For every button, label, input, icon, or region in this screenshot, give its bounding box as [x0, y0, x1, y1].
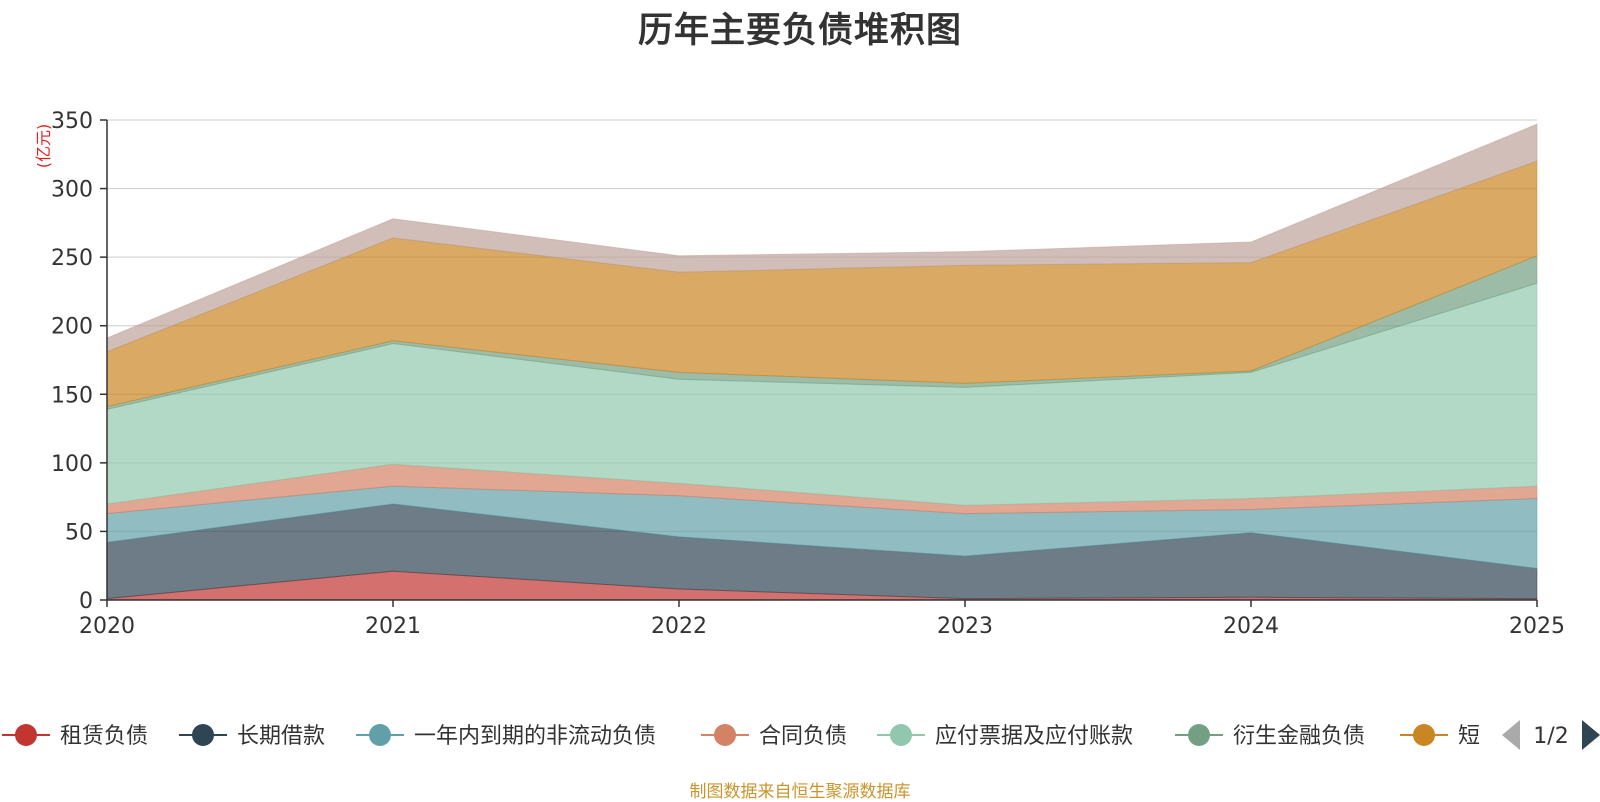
legend-label-1: 长期借款 [237, 724, 325, 749]
legend-marker-1 [192, 724, 214, 746]
x-tick-label-1: 2021 [365, 614, 421, 639]
legend-prev-page-icon[interactable] [1502, 720, 1520, 750]
legend-item-0[interactable]: 租赁负债 [2, 724, 148, 749]
area-series-7 [106, 123, 1538, 353]
legend-label-5: 衍生金融负债 [1233, 724, 1365, 749]
legend-item-4[interactable]: 应付票据及应付账款 [877, 724, 1133, 749]
legend-item-1[interactable]: 长期借款 [179, 724, 325, 749]
legend-marker-0 [15, 724, 37, 746]
legend-marker-3 [714, 724, 736, 746]
legend-label-3: 合同负债 [759, 724, 847, 749]
y-tick-label-0: 0 [79, 589, 93, 614]
legend-marker-5 [1188, 724, 1210, 746]
y-tick-label-2: 100 [51, 452, 93, 477]
source-note: 制图数据来自恒生聚源数据库 [689, 782, 911, 802]
x-tick-label-0: 2020 [79, 614, 135, 639]
y-axis-unit-label: (亿元) [34, 124, 53, 169]
y-tick-label-7: 350 [51, 109, 93, 134]
legend-label-4: 应付票据及应付账款 [935, 724, 1133, 749]
chart-title: 历年主要负债堆积图 [637, 11, 962, 51]
legend-label-0: 租赁负债 [60, 724, 148, 749]
legend-marker-2 [369, 724, 391, 746]
legend-page-indicator: 1/2 [1533, 724, 1568, 749]
axes: 0 50 100 150 200 250 300 350 2020 2021 2022 2023 202… [51, 109, 1565, 639]
legend-next-page-icon[interactable] [1582, 720, 1600, 750]
x-tick-label-4: 2024 [1223, 614, 1279, 639]
legend-item-5[interactable]: 衍生金融负债 [1175, 724, 1365, 749]
x-tick-label-3: 2023 [937, 614, 993, 639]
legend-item-6[interactable]: 短 [1400, 724, 1480, 749]
y-tick-label-5: 250 [51, 246, 93, 271]
y-tick-label-3: 150 [51, 383, 93, 408]
y-tick-label-6: 300 [51, 178, 93, 203]
legend: 租赁负债 长期借款 一年内到期的非流动负债 合同负债 应付票据及应付账款 衍生金融负债 短 1… [2, 720, 1600, 750]
y-tick-label-4: 200 [51, 315, 93, 340]
x-tick-label-5: 2025 [1509, 614, 1565, 639]
x-tick-label-2: 2022 [651, 614, 707, 639]
legend-marker-6 [1413, 724, 1435, 746]
legend-label-2: 一年内到期的非流动负债 [414, 724, 656, 749]
legend-marker-4 [890, 724, 912, 746]
legend-label-6: 短 [1458, 724, 1480, 749]
y-tick-label-1: 50 [65, 520, 93, 545]
legend-item-3[interactable]: 合同负债 [701, 724, 847, 749]
legend-item-2[interactable]: 一年内到期的非流动负债 [356, 724, 656, 749]
area-series-group [106, 123, 1538, 601]
